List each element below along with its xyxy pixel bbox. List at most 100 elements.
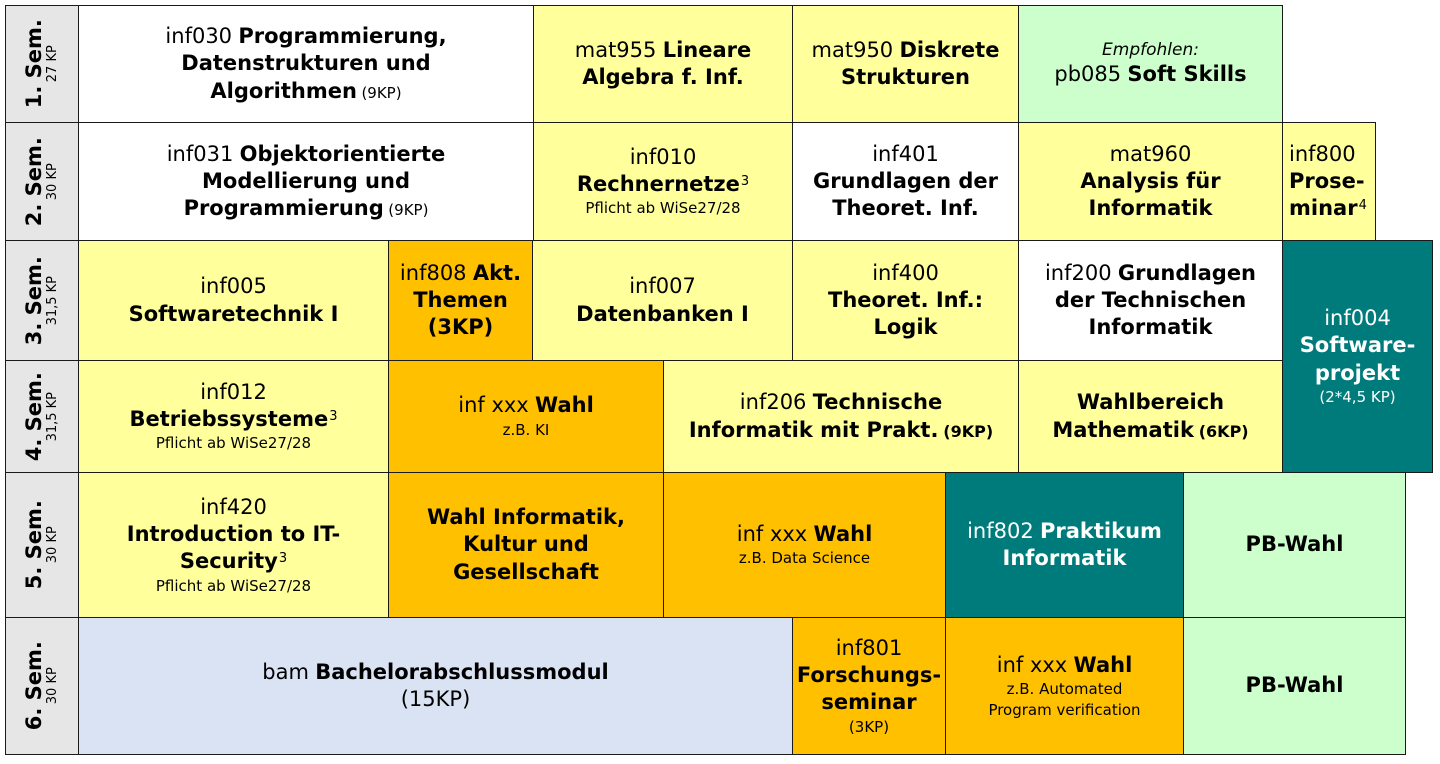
module-cell: inf401 Grundlagen der Theoret. Inf. bbox=[792, 122, 1019, 241]
module-line: der Technischen bbox=[1055, 287, 1246, 314]
module-text: Mathematik bbox=[1052, 417, 1194, 442]
module-cell: mat950 Diskrete Strukturen bbox=[792, 5, 1019, 123]
module-text: projekt bbox=[1314, 360, 1401, 385]
module-line: Datenbanken I bbox=[576, 301, 749, 328]
module-cell: inf030 Programmierung, Datenstrukturen und… bbox=[78, 5, 534, 123]
module-text: Objektorientierte bbox=[239, 141, 446, 166]
module-line: (15KP) bbox=[401, 686, 471, 713]
module-line: inf010 bbox=[630, 144, 697, 171]
semester-name: 4. Sem. bbox=[22, 371, 47, 462]
module-line: Theoret. Inf.: bbox=[828, 287, 983, 314]
semester-text: 4. Sem. 31,5 KP bbox=[22, 371, 60, 462]
semester-text: 2. Sem. 30 KP bbox=[22, 136, 60, 227]
module-text: Introduction to IT- bbox=[126, 521, 341, 546]
module-text: (9KP) bbox=[943, 421, 994, 441]
module-line: inf420 bbox=[200, 494, 267, 521]
semester-label: 1. Sem. 27 KP bbox=[5, 5, 79, 123]
module-text: Strukturen bbox=[841, 65, 970, 89]
module-cell: inf808 Akt. Themen (3KP) bbox=[388, 240, 533, 361]
module-line: Pflicht ab WiSe27/28 bbox=[585, 198, 740, 219]
module-text: mat950 bbox=[811, 37, 894, 62]
module-text: Grundlagen bbox=[1117, 260, 1257, 285]
module-text: Theoret. Inf.: bbox=[828, 287, 983, 312]
semester-text: 3. Sem. 31,5 KP bbox=[22, 256, 60, 345]
module-line: inf200 Grundlagen bbox=[1045, 260, 1256, 287]
module-line: Datenstrukturen und bbox=[181, 50, 430, 77]
module-cell: inf400 Theoret. Inf.: Logik bbox=[792, 240, 1019, 361]
module-text: Prose- bbox=[1289, 168, 1365, 193]
semester-name: 6. Sem. bbox=[22, 641, 47, 731]
module-text: Modellierung und bbox=[202, 168, 410, 193]
module-text: Informatik bbox=[1002, 546, 1127, 570]
module-line: inf800 bbox=[1289, 141, 1356, 168]
module-text: (9KP) bbox=[361, 83, 402, 102]
module-text: (6KP) bbox=[1198, 421, 1249, 441]
module-text: Kultur und bbox=[463, 532, 589, 557]
module-text: inf004 bbox=[1324, 306, 1391, 331]
module-line: Program verification bbox=[988, 700, 1140, 721]
module-line: z.B. Data Science bbox=[739, 548, 870, 569]
module-line: Theoret. Inf. bbox=[832, 195, 979, 222]
semester-name: 5. Sem. bbox=[22, 500, 47, 590]
module-line: mat960 bbox=[1110, 141, 1192, 168]
module-text: (3KP) bbox=[848, 717, 890, 736]
module-line: (3KP) bbox=[849, 717, 889, 738]
module-line: pb085 Soft Skills bbox=[1054, 61, 1246, 88]
module-text: mat955 bbox=[574, 37, 657, 62]
module-cell: PB-Wahl bbox=[1183, 472, 1406, 618]
module-text: Diskrete bbox=[899, 37, 1000, 62]
module-line: inf004 bbox=[1324, 305, 1391, 332]
module-text: inf200 bbox=[1044, 260, 1112, 285]
module-text: seminar bbox=[821, 690, 917, 715]
module-cell: inf xxx Wahl z.B. Automated Program verific… bbox=[945, 617, 1184, 755]
module-text: Wahl bbox=[535, 393, 594, 418]
module-text: pb085 bbox=[1054, 62, 1122, 87]
module-line: Wahlbereich bbox=[1077, 389, 1224, 416]
module-line: inf031 Objektorientierte bbox=[167, 141, 446, 168]
module-cell: inf007 Datenbanken I bbox=[532, 240, 793, 361]
module-text: Wahl bbox=[1073, 652, 1133, 677]
module-line: inf030 Programmierung, bbox=[165, 23, 446, 50]
module-cell: inf004 Software-projekt (2*4,5 KP) bbox=[1282, 240, 1433, 473]
module-text: inf400 bbox=[872, 260, 939, 285]
module-line: Logik bbox=[873, 314, 937, 341]
module-text: (2*4,5 KP) bbox=[1319, 388, 1396, 407]
module-text: bam bbox=[262, 659, 309, 684]
module-cell: inf200 Grundlagen der Technischen Informati… bbox=[1018, 240, 1283, 361]
module-cell: inf005 Softwaretechnik I bbox=[78, 240, 389, 361]
module-text: Soft Skills bbox=[1127, 62, 1247, 87]
module-text: inf007 bbox=[629, 274, 696, 299]
module-text: Programmierung, bbox=[238, 24, 447, 49]
module-text: minar bbox=[1289, 196, 1358, 221]
module-text: Program verification bbox=[988, 700, 1141, 719]
module-text: Wahl bbox=[813, 521, 873, 546]
module-text: (15KP) bbox=[400, 687, 471, 711]
module-cell: inf031 Objektorientierte Modellierung und P… bbox=[78, 122, 534, 241]
module-text: inf420 bbox=[200, 494, 267, 519]
module-text: Programmierung bbox=[183, 196, 384, 221]
module-text: der Technischen bbox=[1054, 287, 1247, 312]
semester-name: 2. Sem. bbox=[22, 136, 47, 227]
module-line: PB-Wahl bbox=[1246, 672, 1344, 699]
module-text: Datenbanken I bbox=[576, 301, 749, 326]
module-line: seminar bbox=[821, 689, 916, 716]
module-line: Analysis für bbox=[1080, 168, 1220, 195]
module-line: z.B. Automated bbox=[1007, 679, 1123, 700]
module-line: Pflicht ab WiSe27/28 bbox=[156, 576, 311, 597]
module-line: Wahl Informatik, bbox=[427, 504, 625, 531]
semester-name: 1. Sem. bbox=[22, 19, 47, 109]
module-line: inf206 Technische bbox=[740, 389, 942, 416]
module-line: Rechnernetze3 bbox=[577, 171, 749, 198]
module-cell: inf xxx Wahl z.B. Data Science bbox=[663, 472, 946, 618]
semester-label: 6. Sem. 30 KP bbox=[5, 617, 79, 755]
module-cell: mat955 Lineare Algebra f. Inf. bbox=[533, 5, 793, 123]
module-text: inf012 bbox=[200, 379, 267, 404]
semester-text: 6. Sem. 30 KP bbox=[22, 641, 60, 731]
module-line: Modellierung und bbox=[202, 168, 410, 195]
module-line: Themen bbox=[413, 287, 508, 314]
module-line: projekt bbox=[1315, 360, 1400, 387]
module-text: Rechnernetze bbox=[576, 172, 740, 197]
module-line: Algorithmen (9KP) bbox=[210, 78, 401, 105]
semester-text: 1. Sem. 27 KP bbox=[22, 19, 60, 109]
